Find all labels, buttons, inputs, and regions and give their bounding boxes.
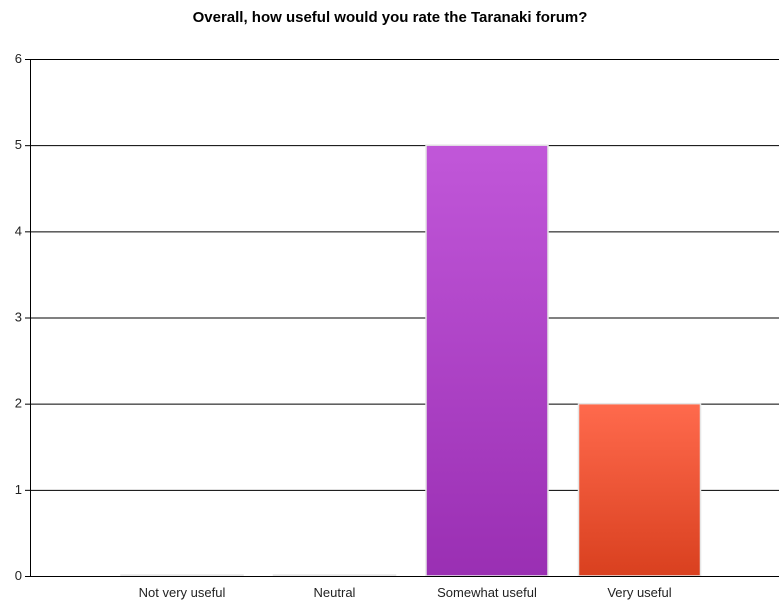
y-tick-labels: 0 1 2 3 4 5 6 xyxy=(15,51,22,583)
bar-very-useful xyxy=(577,402,702,577)
bar-somewhat-useful xyxy=(425,144,549,577)
bar-neutral xyxy=(272,574,397,577)
bar-not-very-useful xyxy=(120,574,244,577)
y-tick-label: 5 xyxy=(15,137,22,152)
x-tick-label: Neutral xyxy=(314,585,356,600)
axes xyxy=(25,59,779,577)
chart-title: Overall, how useful would you rate the T… xyxy=(192,9,588,26)
y-tick-label: 4 xyxy=(15,223,22,238)
bars xyxy=(120,144,702,577)
y-tick-label: 2 xyxy=(15,396,22,411)
y-tick-label: 1 xyxy=(15,482,22,497)
y-tick-label: 3 xyxy=(15,310,22,325)
x-tick-label: Not very useful xyxy=(139,585,226,600)
x-tick-labels: Not very useful Neutral Somewhat useful Ver… xyxy=(139,585,672,600)
y-tick-label: 6 xyxy=(15,51,22,66)
x-tick-label: Very useful xyxy=(607,585,671,600)
x-tick-label: Somewhat useful xyxy=(437,585,537,600)
y-tick-label: 0 xyxy=(15,568,22,583)
